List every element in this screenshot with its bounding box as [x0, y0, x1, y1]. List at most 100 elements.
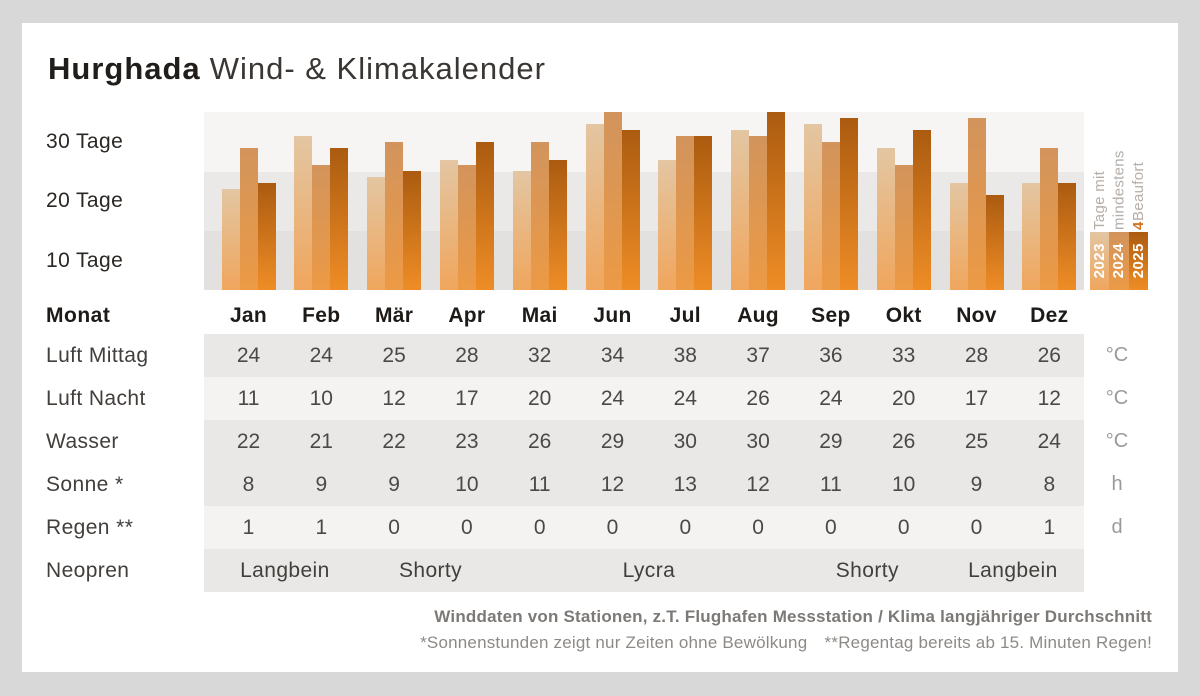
y-tick-label-10: 10 Tage — [46, 249, 124, 272]
bar-2023-Nov — [949, 183, 968, 290]
bar-group-Jul — [658, 112, 713, 290]
unit-label-luft-nacht: °C — [1105, 387, 1129, 409]
month-header-Dez: Dez — [1030, 304, 1069, 327]
month-header-Apr: Apr — [448, 304, 486, 327]
neopren-range-langbein: Langbein — [968, 559, 1058, 582]
bar-2025-Feb — [330, 147, 349, 290]
table-cell-sonne-Nov: 9 — [970, 473, 983, 496]
month-header-Mär: Mär — [374, 304, 414, 327]
row-label-luft-mittag: Luft Mittag — [46, 344, 149, 367]
bar-2023-Dez — [1022, 183, 1041, 290]
table-cell-wasser-Mai: 26 — [528, 430, 552, 453]
table-cell-wasser-Jan: 22 — [236, 430, 261, 453]
bar-2023-Feb — [294, 135, 313, 290]
bar-2025-Mär — [403, 171, 422, 290]
table-cell-sonne-Okt: 10 — [892, 473, 916, 496]
page-title: Hurghada Wind- & Klimakalender — [48, 49, 948, 89]
row-background — [204, 549, 1084, 592]
row-label-luft-nacht: Luft Nacht — [46, 387, 146, 410]
table-cell-regen-Apr: 0 — [461, 516, 473, 539]
row-label-sonne: Sonne * — [46, 473, 124, 496]
table-cell-sonne-Jul: 13 — [673, 473, 697, 496]
bar-2025-Jan — [257, 183, 276, 290]
bar-2025-Apr — [475, 141, 494, 290]
table-cell-regen-Sep: 0 — [825, 516, 837, 539]
table-cell-sonne-Mai: 11 — [528, 473, 551, 496]
month-header-Jan: Jan — [229, 304, 268, 327]
table-cell-regen-Jul: 0 — [679, 516, 692, 539]
bar-2024-Mär — [385, 141, 404, 290]
table-cell-luft-mittag-Mär: 25 — [382, 344, 406, 367]
table-cell-luft-nacht-Aug: 26 — [746, 387, 770, 410]
month-header-Mai: Mai — [521, 304, 558, 327]
bar-group-Okt — [876, 112, 931, 290]
bar-2024-Okt — [894, 165, 913, 290]
row-background — [204, 463, 1084, 506]
bar-2025-Jun — [621, 129, 640, 290]
table-cell-luft-mittag-Nov: 28 — [964, 344, 989, 367]
footer-asterisk-notes: *Sonnenstunden zeigt nur Zeiten ohne Bew… — [420, 633, 1152, 652]
footer-notes: Winddaten von Stationen, z.T. Flughafen … — [252, 604, 1152, 656]
bar-2023-Mär — [367, 177, 386, 290]
neopren-range-shorty: Shorty — [398, 559, 463, 582]
table-cell-wasser-Dez: 24 — [1037, 430, 1061, 453]
row-background — [204, 334, 1084, 377]
table-cell-luft-nacht-Okt: 20 — [892, 387, 916, 410]
chart-caption-rotated: Tage mit mindestens 4 Beaufort — [1090, 108, 1150, 230]
unit-label-luft-mittag: °C — [1105, 344, 1129, 366]
bar-2023-Jul — [658, 159, 677, 290]
bar-2025-Aug — [767, 112, 786, 290]
climate-calendar-card: Hurghada Wind- & Klimakalender Tage mit m… — [22, 23, 1178, 672]
unit-label-wasser: °C — [1105, 430, 1129, 452]
table-cell-regen-Dez: 1 — [1043, 516, 1056, 539]
table-cell-regen-Jan: 1 — [242, 516, 255, 539]
month-header-Feb: Feb — [302, 304, 341, 327]
bar-2023-Okt — [876, 147, 895, 290]
table-cell-sonne-Sep: 11 — [819, 473, 842, 496]
neopren-range-lycra: Lycra — [622, 559, 676, 582]
row-label-wasser: Wasser — [46, 430, 119, 453]
bar-group-Mai — [512, 112, 567, 290]
bar-2024-Feb — [312, 165, 331, 290]
table-cell-luft-mittag-Jul: 38 — [673, 344, 697, 367]
bar-2024-Aug — [749, 135, 768, 290]
table-cell-luft-nacht-Jan: 11 — [237, 387, 260, 410]
unit-label-sonne: h — [1111, 473, 1123, 495]
bar-2024-Jul — [676, 135, 695, 290]
bar-2023-Apr — [439, 159, 458, 290]
y-tick-label-20: 20 Tage — [46, 189, 124, 212]
neopren-range-shorty: Shorty — [835, 559, 899, 582]
table-cell-wasser-Jul: 30 — [673, 430, 697, 453]
table-cell-regen-Jun: 0 — [606, 516, 619, 539]
bar-2023-Sep — [803, 123, 822, 290]
table-cell-sonne-Jan: 8 — [242, 473, 255, 496]
table-cell-luft-nacht-Mär: 12 — [382, 387, 406, 410]
y-tick-label-30: 30 Tage — [46, 130, 124, 153]
table-cell-regen-Mai: 0 — [533, 516, 546, 539]
table-cell-luft-nacht-Sep: 24 — [819, 387, 843, 410]
caption-line-3-rest: Beaufort — [1130, 162, 1147, 222]
legend-year-2025: 2025 — [1128, 232, 1148, 290]
month-row-label: Monat — [46, 304, 111, 327]
bar-group-Jun — [585, 112, 640, 290]
table-cell-wasser-Aug: 30 — [746, 430, 770, 453]
table-cell-wasser-Sep: 29 — [819, 430, 843, 453]
chart-legend-years: 2023 2024 2025 — [1090, 232, 1148, 290]
table-cell-sonne-Jun: 12 — [600, 473, 625, 496]
row-label-regen: Regen ** — [46, 516, 134, 539]
table-cell-luft-mittag-Okt: 33 — [892, 344, 916, 367]
table-row-neopren: Neopren Langbein Shorty Lycra Shorty Langbein — [22, 549, 1178, 592]
bar-2024-Jan — [239, 147, 258, 290]
chart-band-20-30 — [204, 112, 1084, 172]
table-cell-wasser-Jun: 29 — [600, 430, 625, 453]
table-cell-luft-nacht-Nov: 17 — [964, 387, 989, 410]
table-cell-regen-Aug: 0 — [752, 516, 764, 539]
table-row-wasser: Wasser 22 21 22 23 26 29 30 30 29 26 25 24 °C — [22, 420, 1178, 463]
bar-2025-Nov — [985, 195, 1004, 290]
bar-2023-Jun — [585, 123, 604, 290]
legend-year-text-2025: 2025 — [1129, 243, 1147, 279]
month-header-Jul: Jul — [669, 304, 701, 327]
caption-line-1: Tage mit — [1091, 170, 1108, 230]
unit-label-regen: d — [1111, 516, 1123, 538]
bar-2024-Nov — [967, 117, 986, 290]
